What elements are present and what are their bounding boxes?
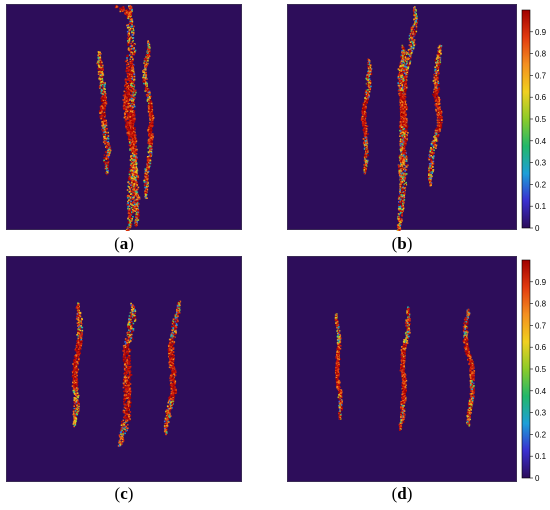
crack-c-0 <box>71 302 84 428</box>
caption-d: (d) <box>391 484 413 503</box>
colorbar-tick-label: 0.4 <box>535 137 547 146</box>
colorbar-tick-label: 0.5 <box>535 365 547 374</box>
colorbar-bottom-svg: 0 0.1 0.2 0.3 0.4 0.5 0.6 0.7 0.8 0.9 <box>521 259 547 482</box>
crack-d-1 <box>398 306 411 431</box>
crack-a-2 <box>128 64 141 228</box>
colorbar-tick-label: 0.7 <box>535 71 547 80</box>
crack-field-b <box>360 6 444 231</box>
plot-b <box>287 4 517 231</box>
colorbar-top: 0 0.1 0.2 0.3 0.4 0.5 0.6 0.7 0.8 0.9 <box>519 6 550 232</box>
crack-a-4 <box>114 5 132 18</box>
colorbar-tick-label: 0.1 <box>535 452 547 461</box>
crack-a-0 <box>96 51 112 176</box>
colorbar-tick-label: 0.6 <box>535 343 547 352</box>
colorbar-bottom: 0 0.1 0.2 0.3 0.4 0.5 0.6 0.7 0.8 0.9 <box>519 256 550 482</box>
colorbar-tick-label: 0 <box>535 224 540 232</box>
colorbar-gradient <box>521 259 531 479</box>
colorbar-tick-label: 0.2 <box>535 430 547 439</box>
colorbar-tick-label: 0.9 <box>535 28 547 37</box>
colorbar-tick-label: 0.4 <box>535 387 547 396</box>
crack-c-1 <box>117 302 137 447</box>
caption-a: (a) <box>114 234 134 253</box>
crack-b-0 <box>360 58 373 175</box>
colorbar-tick-label: 0.2 <box>535 180 547 189</box>
colorbar-tick-label: 0.5 <box>535 115 547 124</box>
crack-d-0 <box>334 313 344 420</box>
caption-b: (b) <box>391 234 413 253</box>
colorbar-tick-label: 0.8 <box>535 50 547 59</box>
plot-c <box>6 256 242 482</box>
crack-field-d <box>334 306 476 431</box>
caption-c: (c) <box>114 484 134 503</box>
colorbar-tick-label: 0.1 <box>535 202 547 211</box>
crack-c-2 <box>163 300 182 436</box>
colorbar-tick-label: 0.3 <box>535 159 547 168</box>
colorbar-tick-label: 0 <box>535 474 540 482</box>
colorbar-tick-label: 0.6 <box>535 93 547 102</box>
plot-d <box>287 256 517 482</box>
colorbar-tick-label: 0.8 <box>535 300 547 309</box>
colorbar-tick-label: 0.3 <box>535 409 547 418</box>
crack-d-2 <box>462 308 476 427</box>
colorbar-gradient <box>521 9 531 229</box>
crack-field-a <box>96 5 155 231</box>
crack-b-3 <box>427 44 444 187</box>
colorbar-top-svg: 0 0.1 0.2 0.3 0.4 0.5 0.6 0.7 0.8 0.9 <box>521 9 547 232</box>
colorbar-tick-label: 0.7 <box>535 321 547 330</box>
plot-a <box>6 4 242 231</box>
crack-field-c <box>71 300 182 447</box>
crack-b-2 <box>397 44 407 183</box>
crack-a-3 <box>142 40 155 199</box>
colorbar-tick-label: 0.9 <box>535 278 547 287</box>
